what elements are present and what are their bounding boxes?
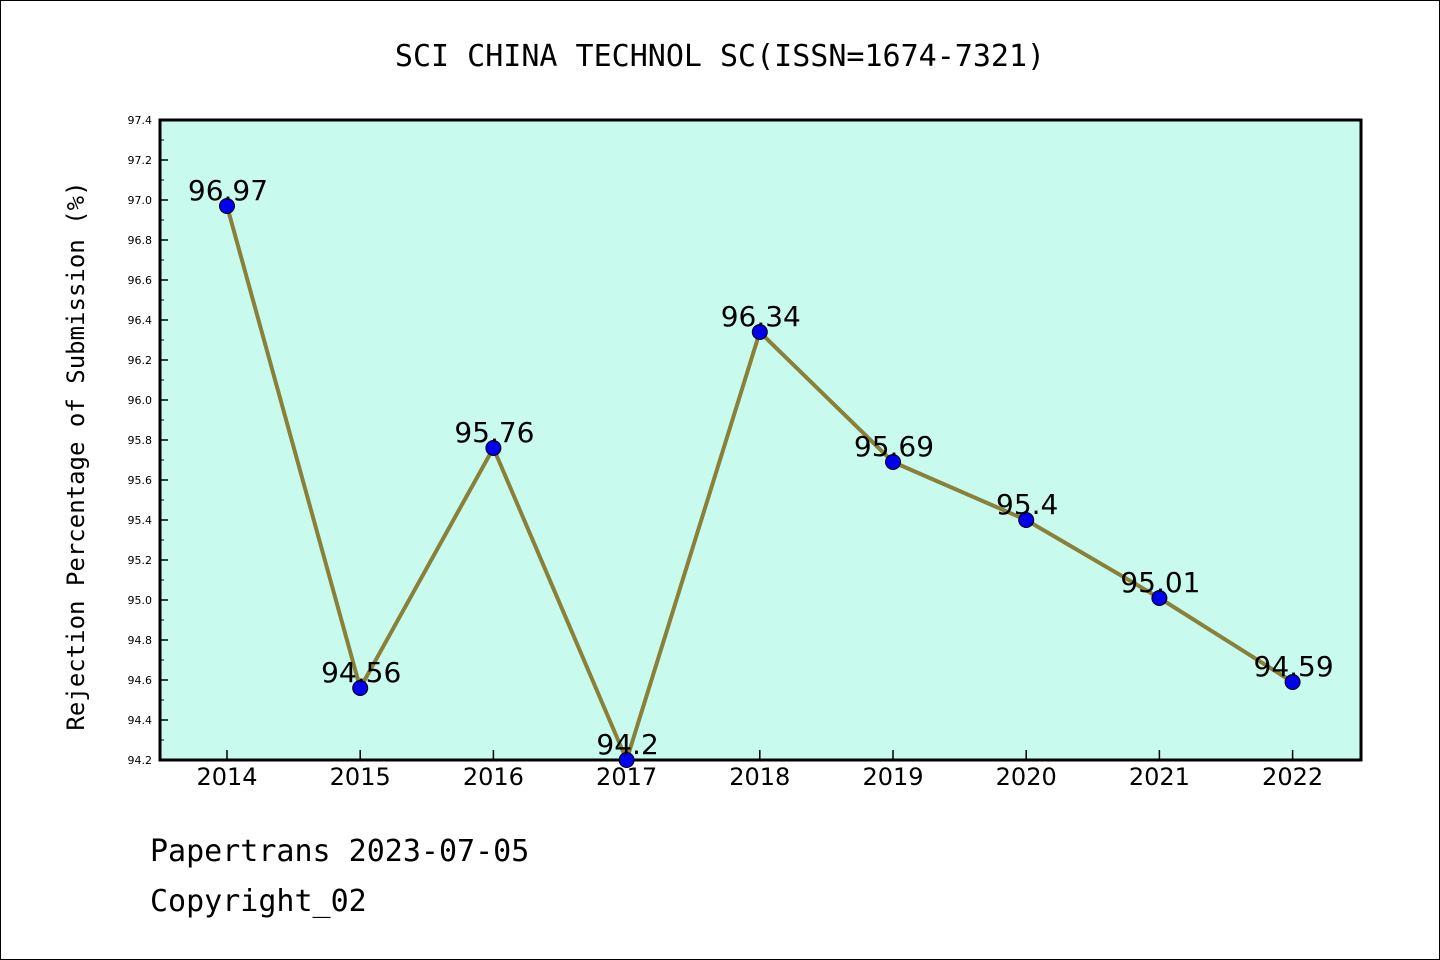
data-label: 95.4 (996, 488, 1058, 521)
data-point (1151, 590, 1168, 606)
data-point (751, 324, 768, 340)
footer-copyright: Copyright_02 (150, 884, 367, 919)
data-point (352, 680, 369, 696)
y-axis-label: Rejection Percentage of Submission (%) (62, 181, 90, 730)
data-label-layer: 96.97 94.56 95.76 94.2 96.34 95.69 95.4 95.01 94… (188, 174, 1334, 761)
data-label: 94.2 (596, 728, 658, 761)
y-tick-label: 95.6 (128, 474, 153, 487)
y-tick-label: 96.8 (128, 234, 153, 247)
x-axis: 2014 2015 2016 2017 2018 2019 2020 2021 2022 (196, 750, 1323, 791)
y-tick-label: 96.6 (128, 274, 153, 287)
y-tick-label: 97.4 (128, 114, 153, 127)
x-tick-label: 2015 (330, 763, 391, 791)
data-label: 96.97 (188, 174, 268, 207)
x-tick-label: 2022 (1262, 763, 1323, 791)
x-tick-label: 2021 (1129, 763, 1190, 791)
y-tick-label: 96.2 (128, 354, 153, 367)
plot-area (158, 118, 1363, 762)
data-label: 95.69 (854, 430, 934, 463)
y-tick-label: 95.0 (128, 594, 153, 607)
y-tick-label: 96.0 (128, 394, 153, 407)
data-label: 95.01 (1120, 566, 1200, 599)
data-point (219, 198, 235, 214)
x-tick-label: 2018 (729, 763, 790, 791)
y-tick-label: 94.4 (128, 714, 153, 727)
y-tick-label: 95.8 (128, 434, 153, 447)
y-tick-label: 96.4 (128, 314, 153, 327)
y-tick-label: 95.4 (128, 514, 153, 527)
data-point (485, 440, 502, 456)
data-label: 95.76 (454, 416, 534, 449)
marker-layer (219, 198, 1301, 768)
x-tick-label: 2016 (463, 763, 524, 791)
chart-title: SCI CHINA TECHNOL SC(ISSN=1674-7321) (395, 39, 1045, 74)
data-label: 94.56 (321, 656, 401, 689)
data-label: 94.59 (1254, 650, 1334, 683)
y-axis: 94.2 94.4 94.6 94.8 95.0 95.2 95.4 95.6 95.8 96.0… (128, 114, 168, 767)
data-point (1018, 512, 1035, 528)
y-tick-label: 95.2 (128, 554, 153, 567)
y-tick-label: 97.0 (128, 194, 153, 207)
data-point (885, 454, 901, 470)
data-point (1284, 674, 1301, 690)
y-tick-label: 94.8 (128, 634, 153, 647)
y-tick-label: 94.2 (128, 754, 153, 767)
x-tick-label: 2014 (196, 763, 257, 791)
y-tick-label: 94.6 (128, 674, 153, 687)
footer-source: Papertrans 2023-07-05 (150, 834, 530, 869)
data-label: 96.34 (721, 300, 801, 333)
data-point (618, 752, 635, 768)
y-tick-label: 97.2 (128, 154, 153, 167)
x-tick-label: 2020 (996, 763, 1057, 791)
x-tick-label: 2019 (862, 763, 923, 791)
